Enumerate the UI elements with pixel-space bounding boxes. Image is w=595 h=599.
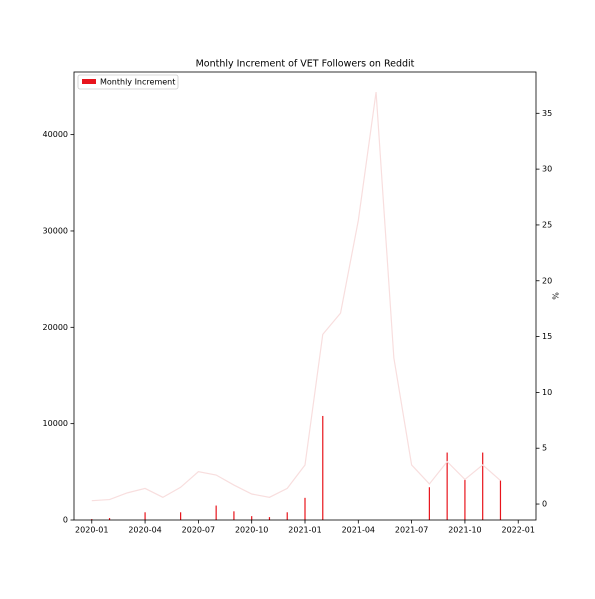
line: [91, 92, 501, 502]
x-tick-label: 2021-07: [395, 526, 428, 535]
plot-frame: [73, 71, 537, 521]
y2-tick-label: 5: [542, 444, 547, 453]
bar: [304, 497, 306, 520]
bar: [446, 452, 448, 520]
y-tick-label: 0: [63, 516, 68, 525]
x-tick-label: 2022-01: [502, 526, 535, 535]
bar: [215, 505, 217, 520]
x-tick-label: 2020-01: [75, 526, 108, 535]
y2-tick-label: 10: [542, 388, 552, 397]
bar: [464, 479, 466, 520]
y-tick-label: 10000: [43, 419, 68, 428]
bar: [428, 487, 430, 520]
bar: [233, 511, 235, 520]
legend-label: Monthly Increment: [100, 78, 175, 87]
bar: [180, 512, 182, 520]
bar: [251, 516, 253, 520]
bar: [322, 415, 324, 520]
x-tick-label: 2021-10: [448, 526, 481, 535]
x-tick-label: 2021-04: [342, 526, 375, 535]
y2-axis-label: %: [552, 292, 561, 300]
bar: [268, 517, 271, 520]
y2-tick-label: 25: [542, 220, 552, 229]
x-tick-label: 2020-07: [182, 526, 215, 535]
y-tick-label: 20000: [43, 323, 68, 332]
bar: [91, 519, 93, 520]
bar: [499, 480, 502, 520]
y2-tick-label: 20: [542, 276, 552, 285]
y2-tick-label: 15: [542, 332, 552, 341]
chart-title: Monthly Increment of VET Followers on Re…: [196, 59, 415, 70]
bar: [144, 512, 146, 520]
bar: [108, 518, 111, 520]
x-tick-label: 2020-10: [235, 526, 268, 535]
x-tick-label: 2020-04: [128, 526, 161, 535]
bar: [286, 512, 288, 520]
y2-tick-label: 30: [542, 165, 552, 174]
y2-tick-label: 0: [542, 500, 547, 509]
legend-swatch: [82, 79, 96, 84]
y2-tick-label: 35: [542, 109, 552, 118]
y-tick-label: 40000: [43, 130, 68, 139]
legend-box: [77, 74, 179, 90]
y-tick-label: 30000: [43, 226, 68, 235]
bar: [482, 452, 484, 520]
x-tick-label: 2021-01: [288, 526, 321, 535]
